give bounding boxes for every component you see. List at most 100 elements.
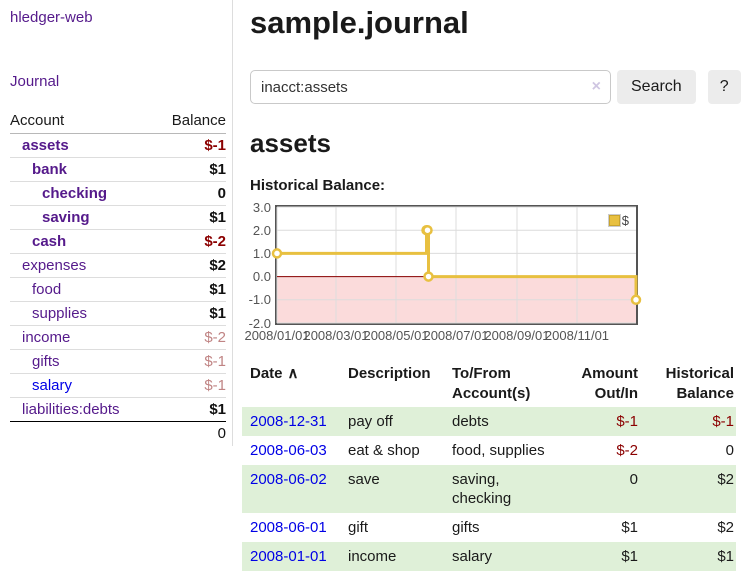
transaction-balance: 0	[725, 442, 734, 459]
transaction-amount: $-1	[616, 413, 638, 430]
accounts-header-account: Account	[10, 109, 150, 134]
transaction-amount: $1	[621, 519, 638, 536]
account-link[interactable]: saving	[42, 209, 90, 226]
transaction-accounts: debts	[452, 413, 489, 430]
account-row: expenses $2	[10, 253, 226, 278]
transaction-date-link[interactable]: 2008-01-01	[250, 548, 327, 565]
register-table: Date ∧ Description To/From Account(s) Amo…	[242, 361, 736, 571]
data-point-marker	[422, 224, 433, 236]
legend-label: $	[621, 213, 629, 228]
transaction-date-link[interactable]: 2008-06-01	[250, 519, 327, 536]
account-balance: $1	[150, 277, 226, 302]
x-axis-tick-label: 2008/07/01	[423, 328, 489, 343]
account-row: cash $-2	[10, 229, 226, 254]
transaction-balance: $-1	[712, 413, 734, 430]
search-button[interactable]: Search	[617, 70, 696, 104]
transaction-date-link[interactable]: 2008-06-02	[250, 471, 327, 488]
transaction-description: gift	[348, 519, 369, 536]
chart-title: Historical Balance:	[250, 177, 386, 194]
transaction-amount: $1	[621, 548, 638, 565]
account-row: salary $-1	[10, 373, 226, 398]
sidebar-item-journal[interactable]: Journal	[10, 73, 60, 90]
x-axis-tick-label: 2008/11/01	[544, 328, 610, 343]
transaction-description: pay off	[348, 413, 393, 430]
transaction-balance: $1	[717, 548, 734, 565]
transaction-accounts: food, supplies	[452, 442, 545, 459]
account-balance: $-1	[204, 137, 226, 154]
account-link[interactable]: cash	[32, 233, 67, 250]
register-row: 2008-06-03 eat & shop food, supplies $-2 0	[242, 436, 736, 465]
register-header-date[interactable]: Date ∧	[250, 365, 299, 382]
account-link[interactable]: gifts	[32, 353, 60, 370]
app-brand-link[interactable]: hledger-web	[10, 9, 93, 26]
page-title: sample.journal	[250, 5, 469, 40]
account-balance: 0	[150, 181, 226, 206]
chart-legend: $	[607, 212, 630, 229]
account-balance: $1	[150, 397, 226, 422]
register-header-amount: Amount Out/In	[581, 365, 638, 402]
transaction-description: eat & shop	[348, 442, 420, 459]
register-header-accounts: To/From Account(s)	[452, 365, 531, 402]
transaction-date-link[interactable]: 2008-12-31	[250, 413, 327, 430]
account-balance: $-2	[150, 325, 226, 350]
register-header-description: Description	[348, 365, 431, 382]
transaction-accounts: saving, checking	[452, 471, 512, 507]
y-axis-tick-label: -1.0	[248, 292, 271, 308]
x-axis-tick-label: 2008/05/01	[363, 328, 429, 343]
register-tbody: 2008-12-31 pay off debts $-1 $-1 2008-06-03 ea…	[242, 407, 736, 571]
main-content: sample.journal × Search ? assets Histori…	[242, 0, 742, 571]
account-balance: $-1	[150, 373, 226, 398]
account-link[interactable]: supplies	[32, 305, 88, 322]
search-form: × Search ?	[250, 70, 742, 104]
transaction-accounts: salary	[452, 548, 493, 565]
account-row: gifts $-1	[10, 349, 226, 374]
y-axis-tick-label: 3.0	[252, 199, 271, 215]
accounts-total-value: 0	[150, 421, 226, 446]
register-row: 2008-12-31 pay off debts $-1 $-1	[242, 407, 736, 436]
series-color-swatch	[608, 215, 620, 226]
register-row: 2008-06-01 gift gifts $1 $2	[242, 513, 736, 542]
transaction-balance: $2	[717, 471, 734, 488]
account-row: checking 0	[10, 181, 226, 206]
data-point-marker	[271, 248, 283, 259]
account-link[interactable]: salary	[32, 377, 73, 394]
account-link[interactable]: bank	[32, 161, 68, 178]
transaction-accounts: gifts	[452, 519, 480, 536]
account-balance: $1	[150, 301, 226, 326]
y-axis-tick-label: 1.0	[252, 245, 271, 261]
transaction-description: income	[348, 548, 397, 565]
account-link[interactable]: liabilities:debts	[22, 401, 120, 418]
account-row: bank $1	[10, 157, 226, 182]
register-row: 2008-01-01 income salary $1 $1	[242, 542, 736, 571]
account-row: assets $-1	[10, 134, 226, 158]
account-link[interactable]: income	[22, 329, 71, 346]
account-link[interactable]: food	[32, 281, 62, 298]
account-link[interactable]: assets	[22, 137, 69, 154]
account-link[interactable]: expenses	[22, 257, 87, 274]
transaction-balance: $2	[717, 519, 734, 536]
account-row: liabilities:debts $1	[10, 397, 226, 422]
y-axis-tick-label: 0.0	[252, 269, 271, 285]
x-axis-tick-label: 2008/03/01	[303, 328, 369, 343]
search-input[interactable]	[250, 70, 611, 104]
y-axis-tick-label: -2.0	[248, 315, 271, 331]
account-link[interactable]: checking	[42, 185, 108, 202]
account-balance: $1	[150, 157, 226, 182]
account-balance: $-1	[150, 349, 226, 374]
sort-ascending-icon: ∧	[287, 365, 299, 382]
account-balance: $2	[150, 253, 226, 278]
clear-search-icon[interactable]: ×	[591, 78, 601, 95]
register-row: 2008-06-02 save saving, checking 0 $2	[242, 465, 736, 513]
account-balance: $1	[150, 205, 226, 230]
help-button[interactable]: ?	[707, 70, 741, 104]
account-heading: assets	[250, 128, 331, 158]
register-header-balance: Historical Balance	[665, 365, 734, 402]
chart-plot-area: $	[271, 205, 642, 325]
account-row: income $-2	[10, 325, 226, 350]
account-row: saving $1	[10, 205, 226, 230]
accounts-header-balance: Balance	[150, 109, 226, 134]
historical-balance-chart: $ 3.0 2.0 1.0 0.0 -1.0 -2.0 2008/01/01 2008/03/…	[244, 201, 742, 345]
accounts-tbody: assets $-1 bank $1 checking 0 saving $1 cash $-2 e…	[10, 134, 226, 422]
transaction-description: save	[348, 471, 380, 488]
transaction-date-link[interactable]: 2008-06-03	[250, 442, 327, 459]
